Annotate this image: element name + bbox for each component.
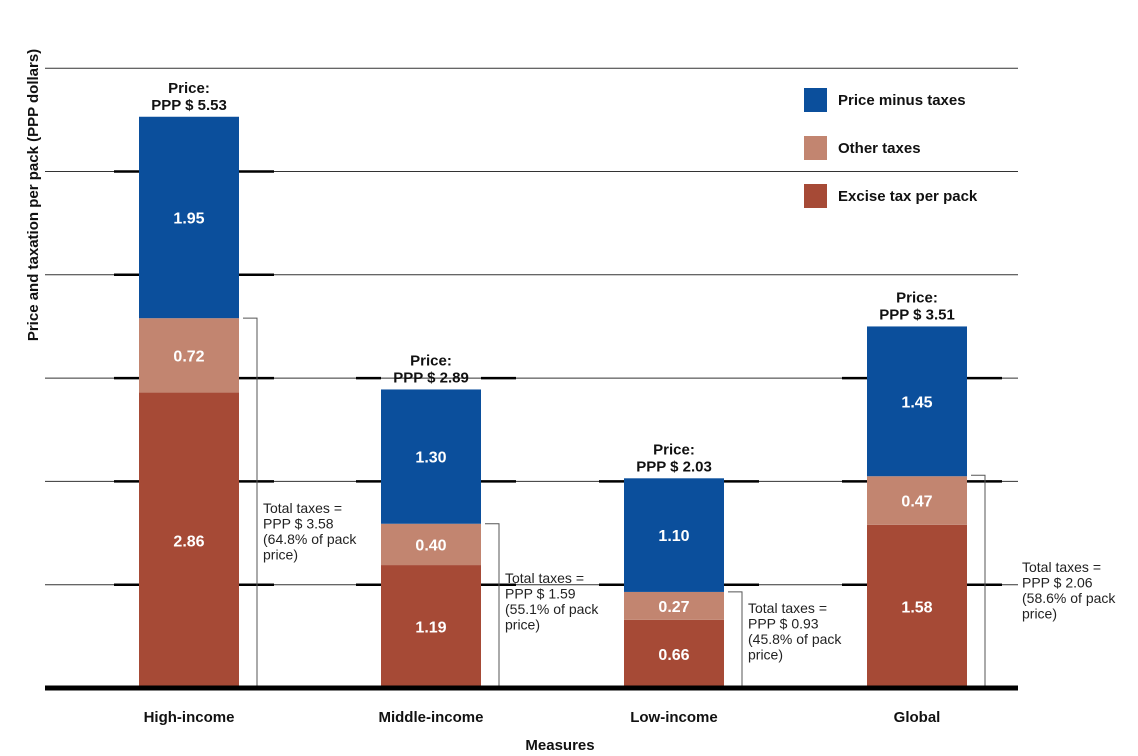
- bar-value-label: 0.40: [415, 537, 446, 554]
- total-taxes-bracket: [485, 523, 500, 686]
- bar-value-label: 1.95: [173, 210, 204, 227]
- x-tick-label: High-income: [144, 709, 235, 726]
- total-taxes-bracket: [728, 591, 743, 686]
- legend-label: Excise tax per pack: [838, 188, 978, 205]
- bar-high-income-price-minus-taxes: [139, 116, 239, 319]
- total-taxes-bracket: [971, 474, 986, 686]
- total-taxes-text: Total taxes =: [1022, 559, 1101, 575]
- bar-value-label: 2.86: [173, 533, 204, 550]
- price-label-line2: PPP $ 2.89: [393, 369, 469, 386]
- price-label-line1: Price:: [653, 441, 695, 458]
- bar-high-income-excise-tax-per-pack: [139, 392, 239, 688]
- total-taxes-text: price): [505, 617, 540, 633]
- legend: Price minus taxes Other taxes Excise tax p…: [804, 88, 978, 208]
- legend-swatch: [804, 136, 827, 160]
- bar-value-label: 0.27: [658, 599, 689, 616]
- bar-value-label: 1.30: [415, 450, 446, 467]
- bar-value-label: 1.19: [415, 620, 446, 637]
- bar-value-label: 0.47: [901, 494, 932, 511]
- total-taxes-text: price): [263, 547, 298, 563]
- total-taxes-text: PPP $ 2.06: [1022, 575, 1093, 591]
- bars: 2.86 0.72 1.95 1.19 0.40 1.30 0.66 0.27 1.10 1.58…: [114, 116, 1002, 688]
- price-label-line1: Price:: [168, 80, 210, 97]
- legend-label: Price minus taxes: [838, 92, 966, 109]
- total-taxes-text: PPP $ 3.58: [263, 516, 334, 532]
- bar-middle-income-excise-tax-per-pack: [381, 565, 481, 688]
- bar-middle-income-price-minus-taxes: [381, 389, 481, 524]
- y-axis-title: Price and taxation per pack (PPP dollars…: [25, 49, 42, 341]
- total-taxes-text: (64.8% of pack: [263, 531, 357, 547]
- total-taxes-text: Total taxes =: [748, 600, 827, 616]
- legend-label: Other taxes: [838, 140, 921, 157]
- price-label-line1: Price:: [896, 289, 938, 306]
- legend-swatch: [804, 184, 827, 208]
- bar-value-label: 0.66: [658, 647, 689, 664]
- total-taxes-text: Total taxes =: [263, 500, 342, 516]
- bar-low-income-other-taxes: [624, 591, 724, 620]
- total-taxes-bracket: [243, 317, 258, 686]
- total-taxes-text: price): [1022, 606, 1057, 622]
- bar-middle-income-other-taxes: [381, 523, 481, 566]
- bar-value-label: 1.58: [901, 599, 932, 616]
- bar-high-income-other-taxes: [139, 318, 239, 393]
- price-label-line2: PPP $ 5.53: [151, 97, 227, 114]
- total-taxes-text: Total taxes =: [505, 570, 584, 586]
- x-tick-labels: High-income Middle-income Low-income Global: [144, 709, 941, 726]
- total-taxes-text: (55.1% of pack: [505, 601, 599, 617]
- total-taxes-text: (58.6% of pack: [1022, 590, 1116, 606]
- bar-global-other-taxes: [867, 476, 967, 525]
- total-taxes-text: price): [748, 647, 783, 663]
- bar-low-income-price-minus-taxes: [624, 478, 724, 592]
- legend-swatch: [804, 88, 827, 112]
- price-label-line2: PPP $ 2.03: [636, 458, 712, 475]
- bar-value-label: 1.10: [658, 528, 689, 545]
- bar-global-excise-tax-per-pack: [867, 524, 967, 688]
- total-taxes-text: (45.8% of pack: [748, 631, 842, 647]
- bar-value-label: 1.45: [901, 394, 932, 411]
- bar-value-label: 0.72: [173, 348, 204, 365]
- total-taxes-text: PPP $ 1.59: [505, 586, 576, 602]
- bar-global-price-minus-taxes: [867, 326, 967, 477]
- bar-low-income-excise-tax-per-pack: [624, 619, 724, 688]
- price-label-line2: PPP $ 3.51: [879, 306, 955, 323]
- x-axis-title: Measures: [525, 737, 594, 754]
- price-label-line1: Price:: [410, 352, 452, 369]
- x-tick-label: Middle-income: [378, 709, 483, 726]
- x-tick-label: Global: [894, 709, 941, 726]
- x-tick-label: Low-income: [630, 709, 718, 726]
- total-taxes-text: PPP $ 0.93: [748, 616, 819, 632]
